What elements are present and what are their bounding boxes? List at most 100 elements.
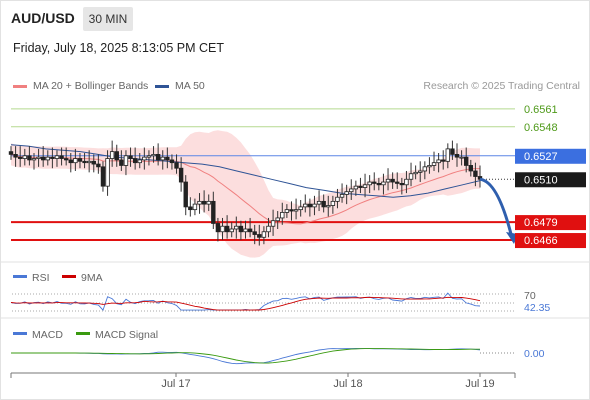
legend-ma50: MA 50: [155, 80, 205, 92]
candle-bull: [335, 196, 340, 202]
candle-bull: [36, 156, 41, 159]
candle-bull: [270, 220, 276, 227]
candle-bull: [427, 165, 432, 168]
rsi-lines: [10, 292, 481, 311]
support-label: 0.6466: [524, 235, 558, 247]
candle-bear: [17, 156, 23, 159]
support-tag: [515, 215, 586, 231]
candle-bear: [247, 228, 253, 233]
candle-bear: [450, 148, 455, 155]
candle-bull: [275, 217, 280, 222]
candle-bull: [234, 225, 239, 230]
candle-bull: [330, 200, 336, 206]
candle-bull: [413, 171, 418, 175]
pivot-tag: [515, 148, 586, 164]
candle-bull: [261, 231, 267, 238]
candle-bull: [206, 200, 211, 205]
price-level-lines: [11, 108, 515, 242]
macd-label: MACD: [32, 329, 63, 341]
candle-bull: [54, 155, 60, 159]
candle-bull: [31, 158, 37, 161]
rsi-ma-swatch: [62, 275, 76, 278]
rsi-label: RSI: [32, 272, 50, 284]
candle-bear: [114, 151, 119, 161]
candle-bear: [215, 223, 221, 233]
candle-bear: [358, 185, 363, 188]
candle-bear: [119, 159, 124, 166]
x-tick-label: Jul 17: [161, 378, 190, 390]
candle-bear: [77, 158, 83, 162]
candle-bear: [59, 155, 64, 159]
candle-bear: [155, 153, 161, 161]
candle-bull: [45, 156, 50, 161]
macd-swatch: [13, 332, 27, 335]
candle-bear: [169, 159, 175, 164]
candle-bull: [243, 228, 248, 233]
timeframe-badge[interactable]: 30 MIN: [83, 7, 133, 31]
symbol-title: AUD/USD: [11, 10, 75, 26]
ma50-swatch: [155, 84, 169, 88]
candle-bull: [385, 178, 391, 183]
last-price-label: 0.6510: [524, 174, 558, 186]
candle-bear: [372, 181, 377, 184]
ma20-swatch: [13, 84, 27, 88]
candle-bull: [303, 203, 308, 208]
candle-bull: [298, 206, 303, 211]
candle-bull: [404, 178, 409, 186]
candle-bear: [132, 158, 138, 164]
legend-ma20: MA 20 + Bollinger Bands: [13, 80, 148, 92]
candle-bear: [82, 160, 87, 164]
candle-bear: [178, 167, 184, 183]
candle-bull: [353, 185, 359, 190]
x-tick-label: Jul 19: [465, 378, 494, 390]
candle-bull: [284, 209, 290, 213]
macd-legend: MACD MACD Signal: [13, 329, 158, 341]
macd-lines: [11, 348, 481, 365]
candle-bull: [381, 181, 386, 186]
candle-bull: [280, 212, 285, 219]
macd-signal-label: MACD Signal: [95, 329, 158, 341]
rsi-level-label: 70: [524, 290, 536, 302]
candle-bull: [229, 228, 234, 233]
candle-bull: [146, 155, 152, 158]
candle-bull: [326, 205, 331, 208]
candle-bull: [349, 188, 354, 193]
candle-bear: [8, 151, 14, 155]
forecast-arrow: [479, 177, 518, 245]
bollinger-band-fill: [11, 130, 480, 258]
candle-bull: [197, 200, 202, 205]
candle-bear: [289, 209, 294, 212]
candle-bull: [105, 158, 110, 187]
candle-bear: [395, 181, 400, 184]
candle-bear: [91, 160, 96, 165]
legend-ma20-label: MA 20 + Bollinger Bands: [33, 80, 149, 92]
resistance-label: 0.6561: [524, 104, 558, 116]
candle-bear: [399, 183, 405, 186]
candle-bear: [68, 159, 73, 164]
candle-bull: [293, 209, 299, 212]
price-level-labels: 0.6561 0.6548 0.6527 0.6510 0.6479 0.6466: [515, 104, 586, 249]
candle-bear: [390, 178, 395, 183]
credit-text: Research © 2025 Trading Central: [423, 80, 580, 92]
macd-value: 0.00: [524, 348, 545, 360]
candle-bear: [441, 159, 446, 162]
candle-bear: [27, 155, 32, 161]
candle-bull: [418, 170, 423, 173]
macd-signal-line: [11, 348, 480, 364]
x-tick-label: Jul 18: [333, 378, 362, 390]
candle-bull: [316, 200, 322, 205]
rsi-line: [10, 292, 481, 311]
candle-bull: [109, 151, 115, 159]
candle-bull: [459, 156, 464, 159]
candle-bull: [367, 181, 372, 186]
candle-bull: [123, 155, 129, 166]
candle-bull: [22, 155, 27, 159]
resistance-label: 0.6548: [524, 122, 558, 134]
macd-signal-swatch: [76, 332, 90, 335]
candle-bull: [86, 160, 92, 164]
candle-bear: [321, 200, 326, 208]
rsi-ma-label: 9MA: [81, 272, 103, 284]
rsi-value: 42.35: [524, 302, 550, 314]
candle-bear: [307, 203, 313, 208]
candle-bear: [183, 181, 188, 208]
